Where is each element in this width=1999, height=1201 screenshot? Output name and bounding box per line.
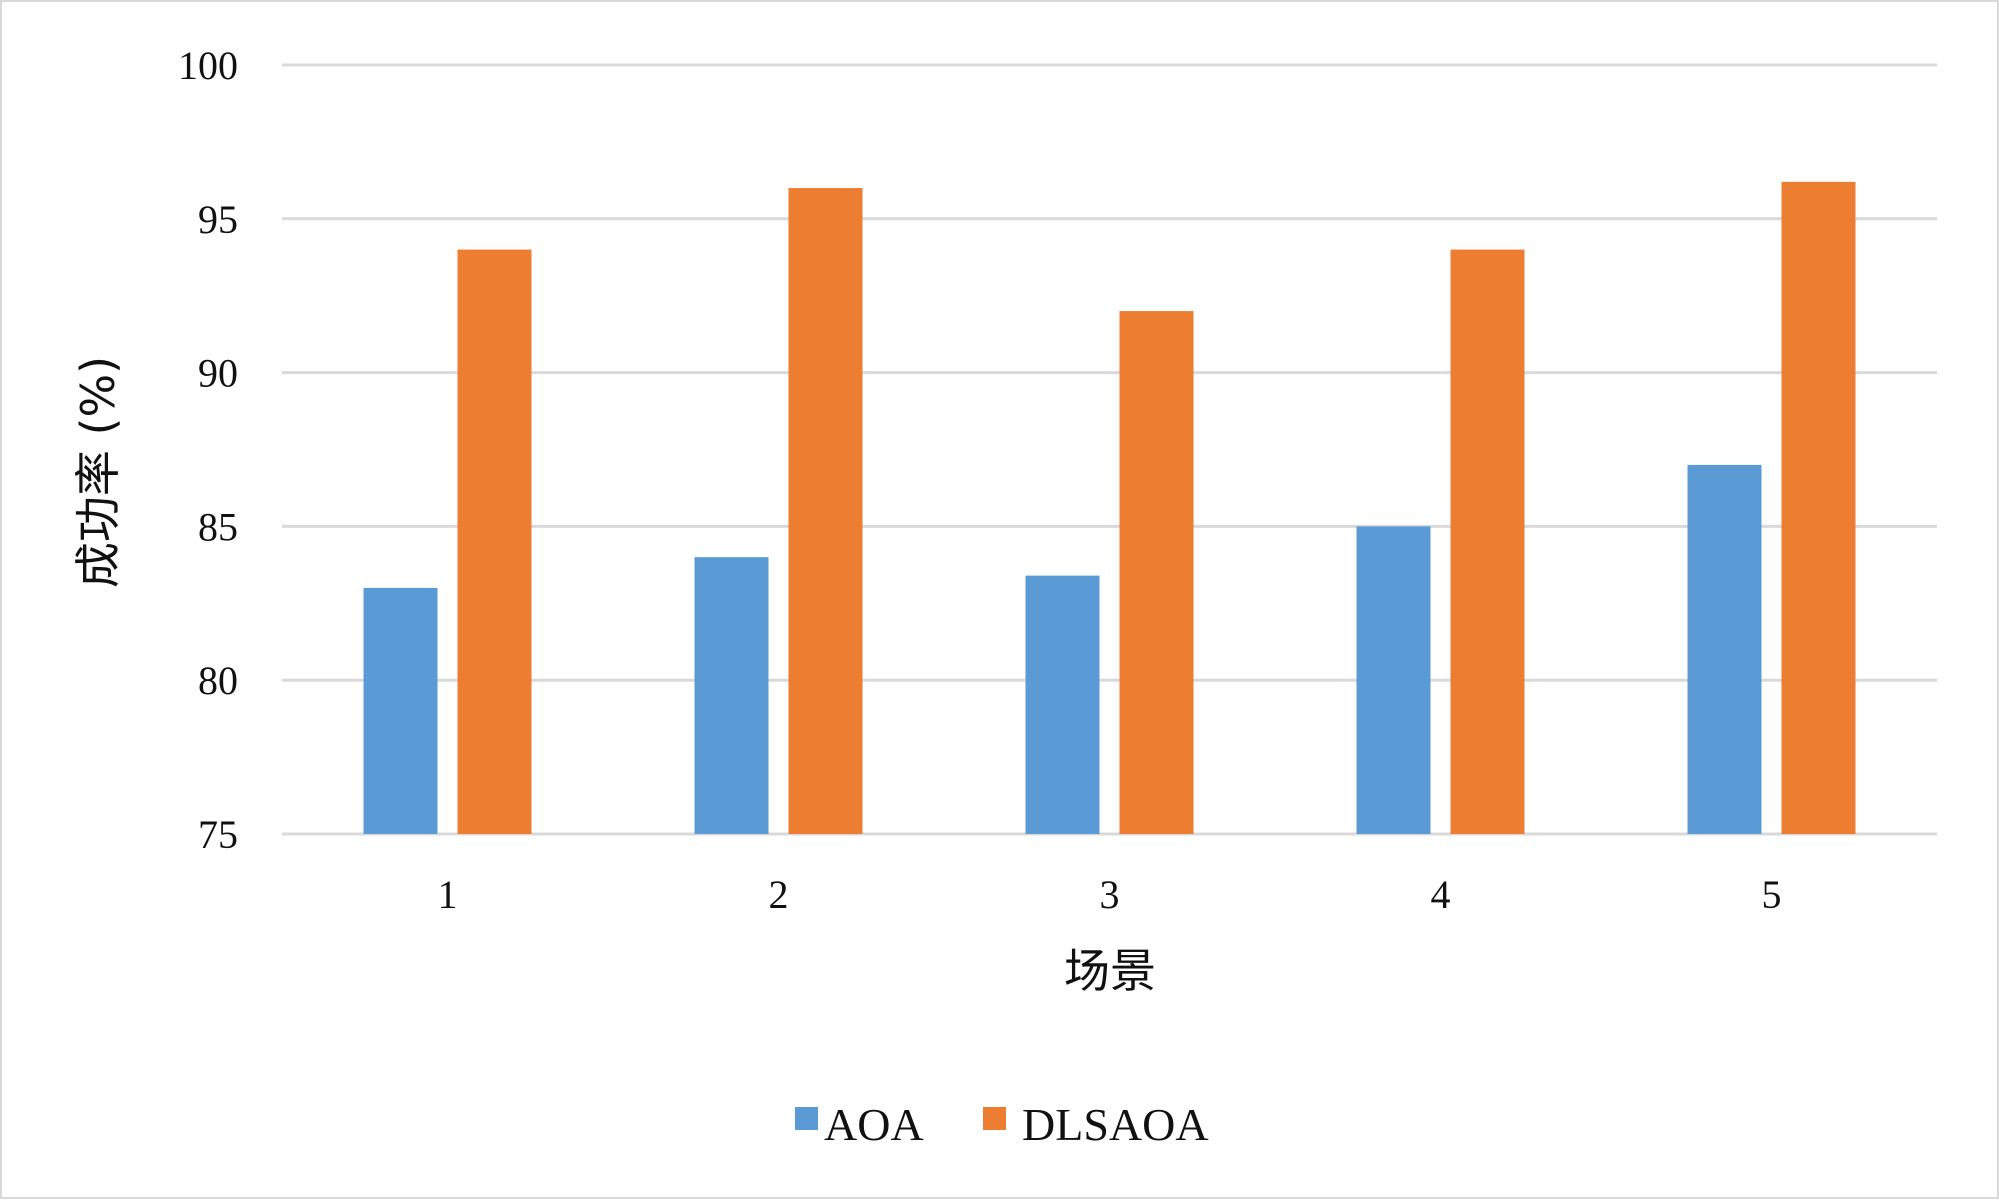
x-tick-label: 2 [769,872,789,917]
legend: AOA DLSAOA [795,1099,1209,1150]
x-tick-label: 4 [1431,872,1451,917]
bar-aoa-3 [1025,575,1100,834]
bar-aoa-5 [1687,464,1762,834]
bar-aoa-2 [694,557,769,834]
legend-label-aoa: AOA [824,1099,924,1150]
y-axis-ticks: 75 80 85 90 95 100 [178,43,238,857]
y-axis-title: 成功率 (%) [71,356,125,588]
gridlines [282,63,1937,836]
bar-dlsaoa-4 [1450,249,1525,834]
x-tick-label: 3 [1100,872,1120,917]
x-tick-label: 1 [438,872,458,917]
legend-swatch-aoa [795,1107,818,1130]
bar-dlsaoa-2 [788,188,863,835]
bar-dlsaoa-3 [1119,311,1194,835]
x-tick-label: 5 [1762,872,1782,917]
y-tick-label: 90 [198,351,238,396]
bar-dlsaoa-5 [1781,181,1856,834]
y-tick-label: 95 [198,197,238,242]
y-tick-label: 85 [198,504,238,549]
x-axis-title: 场景 [1064,944,1156,998]
bars [363,181,1856,835]
bar-aoa-1 [363,587,438,834]
x-axis-ticks: 1 2 3 4 5 [438,872,1782,917]
y-tick-label: 75 [198,812,238,857]
legend-label-dlsaoa: DLSAOA [1022,1099,1209,1150]
legend-swatch-dlsaoa [983,1107,1006,1130]
y-tick-label: 100 [178,43,238,88]
bar-dlsaoa-1 [457,249,532,834]
bar-aoa-4 [1356,526,1431,834]
y-tick-label: 80 [198,658,238,703]
